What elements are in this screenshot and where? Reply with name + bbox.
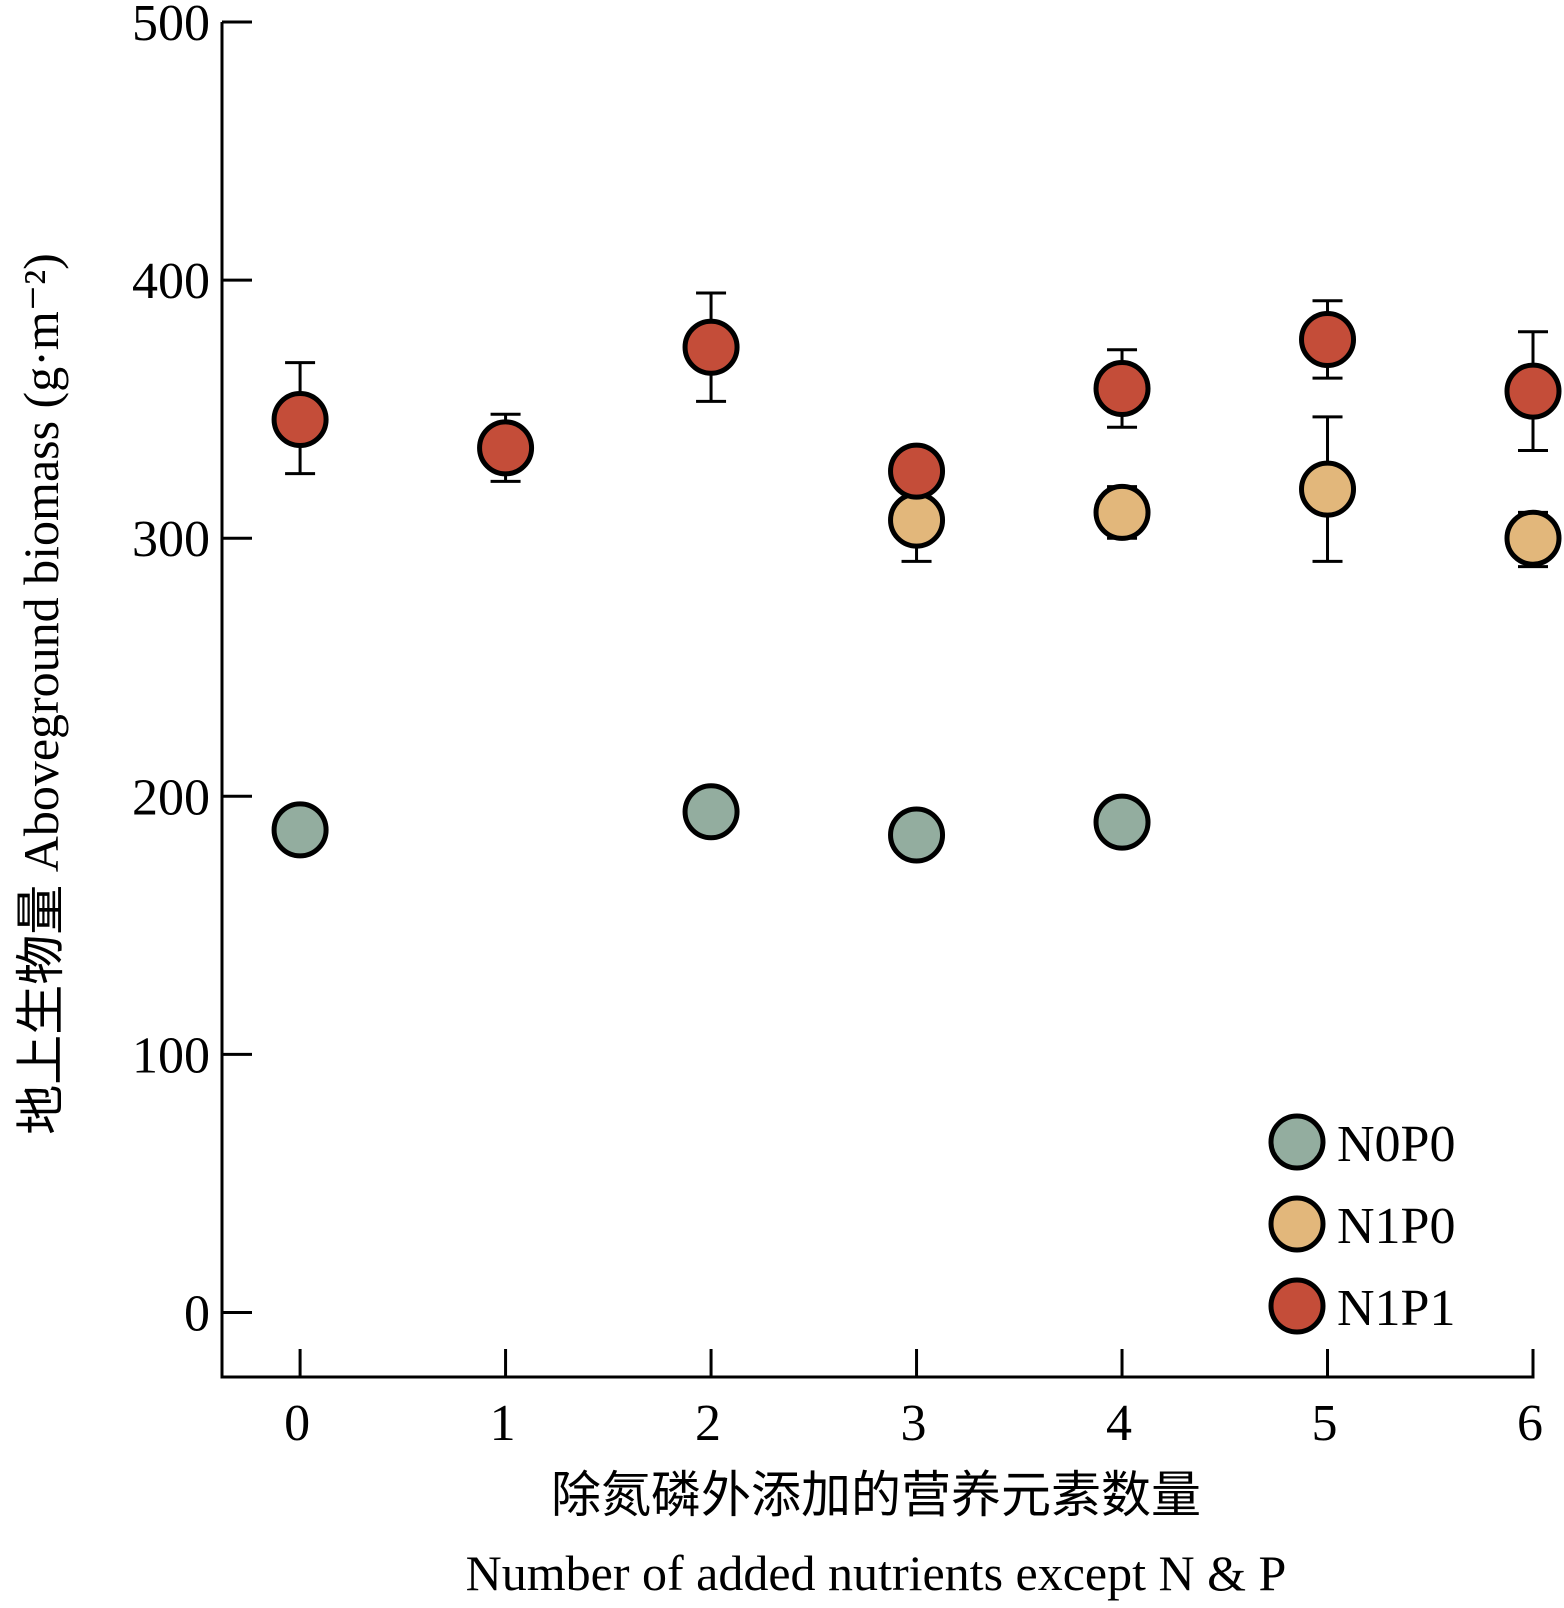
data-point-n1p0 <box>1299 460 1357 518</box>
data-point-n1p1 <box>1504 362 1562 420</box>
data-point-n1p1 <box>682 318 740 376</box>
y-tick-label: 300 <box>132 511 210 568</box>
x-tick-label: 0 <box>284 1395 310 1452</box>
x-tick-label: 2 <box>695 1395 721 1452</box>
y-tick-label: 400 <box>132 253 210 310</box>
data-point-n1p1 <box>888 442 946 500</box>
x-axis-title-en: Number of added nutrients except N & P <box>466 1545 1287 1601</box>
y-tick-label: 100 <box>132 1027 210 1084</box>
y-tick-label: 500 <box>132 0 210 52</box>
y-tick-label: 200 <box>132 769 210 826</box>
legend-marker <box>1268 1113 1326 1171</box>
data-point-n0p0 <box>682 783 740 841</box>
data-point-n0p0 <box>1093 793 1151 851</box>
x-axis-title-cn: 除氮磷外添加的营养元素数量 <box>551 1467 1201 1523</box>
data-points <box>271 310 1562 864</box>
data-point-n0p0 <box>888 806 946 864</box>
tick-marks <box>222 20 1535 1377</box>
data-point-n1p0 <box>888 491 946 549</box>
data-point-n1p1 <box>1093 359 1151 417</box>
x-tick-label: 4 <box>1106 1395 1132 1452</box>
data-point-n1p1 <box>477 419 535 477</box>
legend-marker <box>1268 1277 1326 1335</box>
y-axis-title: 地上生物量 Aboveground biomass (g·m⁻²) <box>13 253 69 1135</box>
legend-marker <box>1268 1195 1326 1253</box>
legend-label: N1P0 <box>1337 1198 1455 1255</box>
data-point-n1p0 <box>1504 509 1562 567</box>
legend: N0P0 N1P0 N1P1 <box>1268 1113 1455 1337</box>
y-tick-label: 0 <box>184 1285 210 1342</box>
axes <box>220 22 1535 1379</box>
x-tick-label: 5 <box>1312 1395 1338 1452</box>
data-point-n1p1 <box>271 390 329 448</box>
data-point-n0p0 <box>271 801 329 859</box>
data-point-n1p0 <box>1093 483 1151 541</box>
data-point-n1p1 <box>1299 310 1357 368</box>
x-tick-label: 6 <box>1517 1395 1543 1452</box>
legend-label: N1P1 <box>1337 1280 1455 1337</box>
x-tick-label: 3 <box>901 1395 927 1452</box>
tick-labels: 0 100 200 300 400 500 0 1 2 3 4 5 6 <box>132 0 1543 1452</box>
legend-label: N0P0 <box>1337 1116 1455 1173</box>
x-tick-label: 1 <box>490 1395 516 1452</box>
